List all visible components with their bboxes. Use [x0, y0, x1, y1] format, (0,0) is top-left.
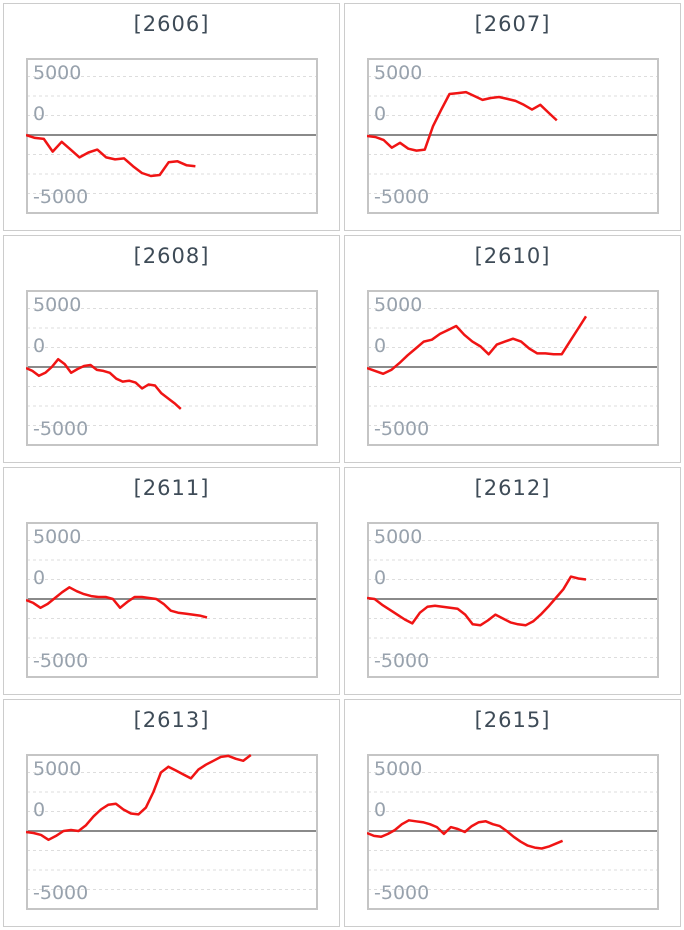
- y-tick-label: -5000: [374, 186, 429, 208]
- series-line: [26, 586, 208, 619]
- chart-cell-2607: [2607] 5000 0 -5000: [344, 3, 681, 231]
- line-chart: 5000 0 -5000: [26, 522, 318, 678]
- y-tick-label: 5000: [374, 62, 422, 84]
- y-tick-label: -5000: [374, 650, 429, 672]
- y-tick-label: 5000: [33, 62, 81, 84]
- y-tick-label: 5000: [374, 758, 422, 780]
- line-chart: 5000 0 -5000: [367, 290, 659, 446]
- chart-title: [2613]: [133, 708, 210, 732]
- y-tick-label: -5000: [374, 882, 429, 904]
- line-chart: 5000 0 -5000: [367, 754, 659, 910]
- series-line: [367, 575, 587, 627]
- chart-title: [2607]: [474, 12, 551, 36]
- chart-cell-2613: [2613] 5000 0 -5000: [3, 699, 340, 927]
- y-tick-label: -5000: [374, 418, 429, 440]
- y-tick-label: -5000: [33, 882, 88, 904]
- chart-cell-2606: [2606] 5000 0 -5000: [3, 3, 340, 231]
- y-tick-label: 5000: [33, 526, 81, 548]
- series-line: [367, 819, 564, 850]
- y-tick-label: -5000: [33, 650, 88, 672]
- chart-title: [2606]: [133, 12, 210, 36]
- chart-title: [2612]: [474, 476, 551, 500]
- line-chart: 5000 0 -5000: [26, 290, 318, 446]
- chart-cell-2615: [2615] 5000 0 -5000: [344, 699, 681, 927]
- plot-border: [367, 754, 659, 910]
- y-tick-label: -5000: [33, 418, 88, 440]
- y-tick-label: 0: [374, 799, 386, 821]
- series-line: [26, 357, 182, 410]
- line-chart: 5000 0 -5000: [367, 522, 659, 678]
- chart-title: [2608]: [133, 244, 210, 268]
- y-tick-label: 5000: [33, 294, 81, 316]
- y-tick-label: 0: [33, 799, 45, 821]
- chart-cell-2612: [2612] 5000 0 -5000: [344, 467, 681, 695]
- chart-cell-2610: [2610] 5000 0 -5000: [344, 235, 681, 463]
- plot-border: [367, 522, 659, 678]
- series-line: [26, 754, 252, 842]
- series-line: [367, 90, 558, 152]
- y-tick-label: 0: [374, 103, 386, 125]
- y-tick-label: 0: [33, 335, 45, 357]
- series-line: [367, 315, 588, 376]
- chart-title: [2610]: [474, 244, 551, 268]
- y-tick-label: 5000: [33, 758, 81, 780]
- chart-title: [2615]: [474, 708, 551, 732]
- line-chart: 5000 0 -5000: [26, 58, 318, 214]
- y-tick-label: 0: [33, 567, 45, 589]
- chart-title: [2611]: [133, 476, 210, 500]
- chart-cell-2611: [2611] 5000 0 -5000: [3, 467, 340, 695]
- y-tick-label: 5000: [374, 526, 422, 548]
- line-chart: 5000 0 -5000: [367, 58, 659, 214]
- chart-cell-2608: [2608] 5000 0 -5000: [3, 235, 340, 463]
- line-chart: 5000 0 -5000: [26, 754, 318, 910]
- y-tick-label: -5000: [33, 186, 88, 208]
- series-line: [26, 133, 196, 178]
- y-tick-label: 5000: [374, 294, 422, 316]
- y-tick-label: 0: [374, 335, 386, 357]
- y-tick-label: 0: [33, 103, 45, 125]
- y-tick-label: 0: [374, 567, 386, 589]
